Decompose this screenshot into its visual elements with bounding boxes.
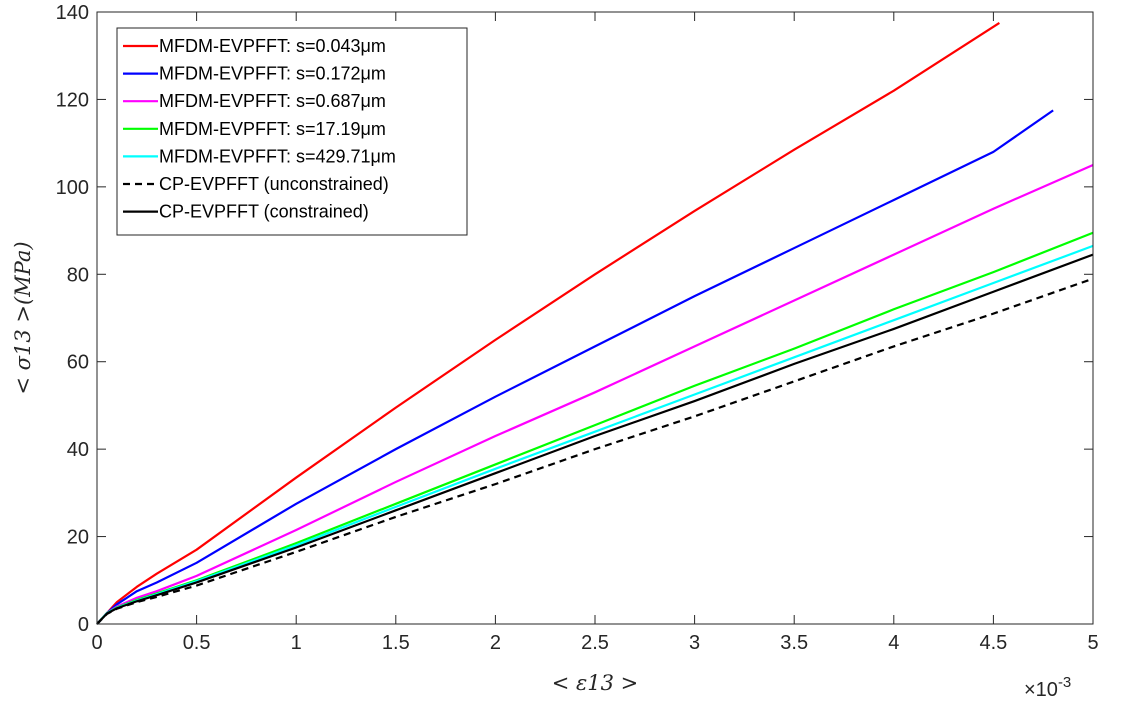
- x-axis-multiplier-exponent: -3: [1058, 674, 1071, 691]
- legend-label-1: MFDM-EVPFFT: s=0.172μm: [159, 64, 386, 84]
- x-tick-label: 3.5: [780, 632, 808, 654]
- series-line-0: [96, 22, 1000, 625]
- x-tick-label: 1: [291, 632, 302, 654]
- y-tick-label: 80: [67, 264, 89, 286]
- legend-label-2: MFDM-EVPFFT: s=0.687μm: [159, 91, 386, 111]
- x-tick-label: 0.5: [183, 632, 211, 654]
- x-axis-label: < ε13 >: [552, 671, 639, 695]
- legend: MFDM-EVPFFT: s=0.043μm MFDM-EVPFFT: s=0.1…: [116, 27, 468, 236]
- legend-label-3: MFDM-EVPFFT: s=17.19μm: [159, 119, 386, 139]
- series-layer: [96, 22, 1094, 625]
- x-axis-multiplier: ×10-3: [1024, 674, 1071, 701]
- legend-box: [116, 27, 468, 236]
- series-line-5: [96, 277, 1094, 625]
- x-tick-label: 1.5: [382, 632, 410, 654]
- x-tick-label: 5: [1087, 632, 1098, 654]
- x-tick-label: 2.5: [581, 632, 609, 654]
- series-line-6: [96, 253, 1094, 625]
- legend-label-5: CP-EVPFFT (unconstrained): [159, 174, 389, 194]
- axis-ticks: [96, 11, 1094, 625]
- series-line-2: [96, 163, 1094, 625]
- legend-items: MFDM-EVPFFT: s=0.043μm MFDM-EVPFFT: s=0.1…: [123, 36, 396, 222]
- x-tick-label: 0: [91, 632, 102, 654]
- y-tick-label: 120: [56, 89, 89, 111]
- x-tick-label: 3: [689, 632, 700, 654]
- y-tick-label: 140: [56, 2, 89, 24]
- x-tick-label: 2: [490, 632, 501, 654]
- y-tick-label: 40: [67, 439, 89, 461]
- legend-label-4: MFDM-EVPFFT: s=429.71μm: [159, 146, 396, 166]
- legend-label-0: MFDM-EVPFFT: s=0.043μm: [159, 36, 386, 56]
- y-axis-label: < σ13 >(MPa): [11, 241, 35, 394]
- y-tick-label: 20: [67, 527, 89, 549]
- axis-tick-labels: 0 0.5 1 1.5 2 2.5 3 3.5 4 4.5 5 0 20 40 60 80 100 120 140: [56, 2, 1099, 654]
- y-tick-label: 0: [78, 614, 89, 636]
- x-tick-label: 4.5: [979, 632, 1007, 654]
- x-axis-multiplier-base: ×10: [1024, 679, 1058, 701]
- y-tick-label: 100: [56, 177, 89, 199]
- x-tick-label: 4: [888, 632, 899, 654]
- y-tick-label: 60: [67, 352, 89, 374]
- series-line-1: [96, 109, 1054, 625]
- legend-label-6: CP-EVPFFT (constrained): [159, 202, 369, 222]
